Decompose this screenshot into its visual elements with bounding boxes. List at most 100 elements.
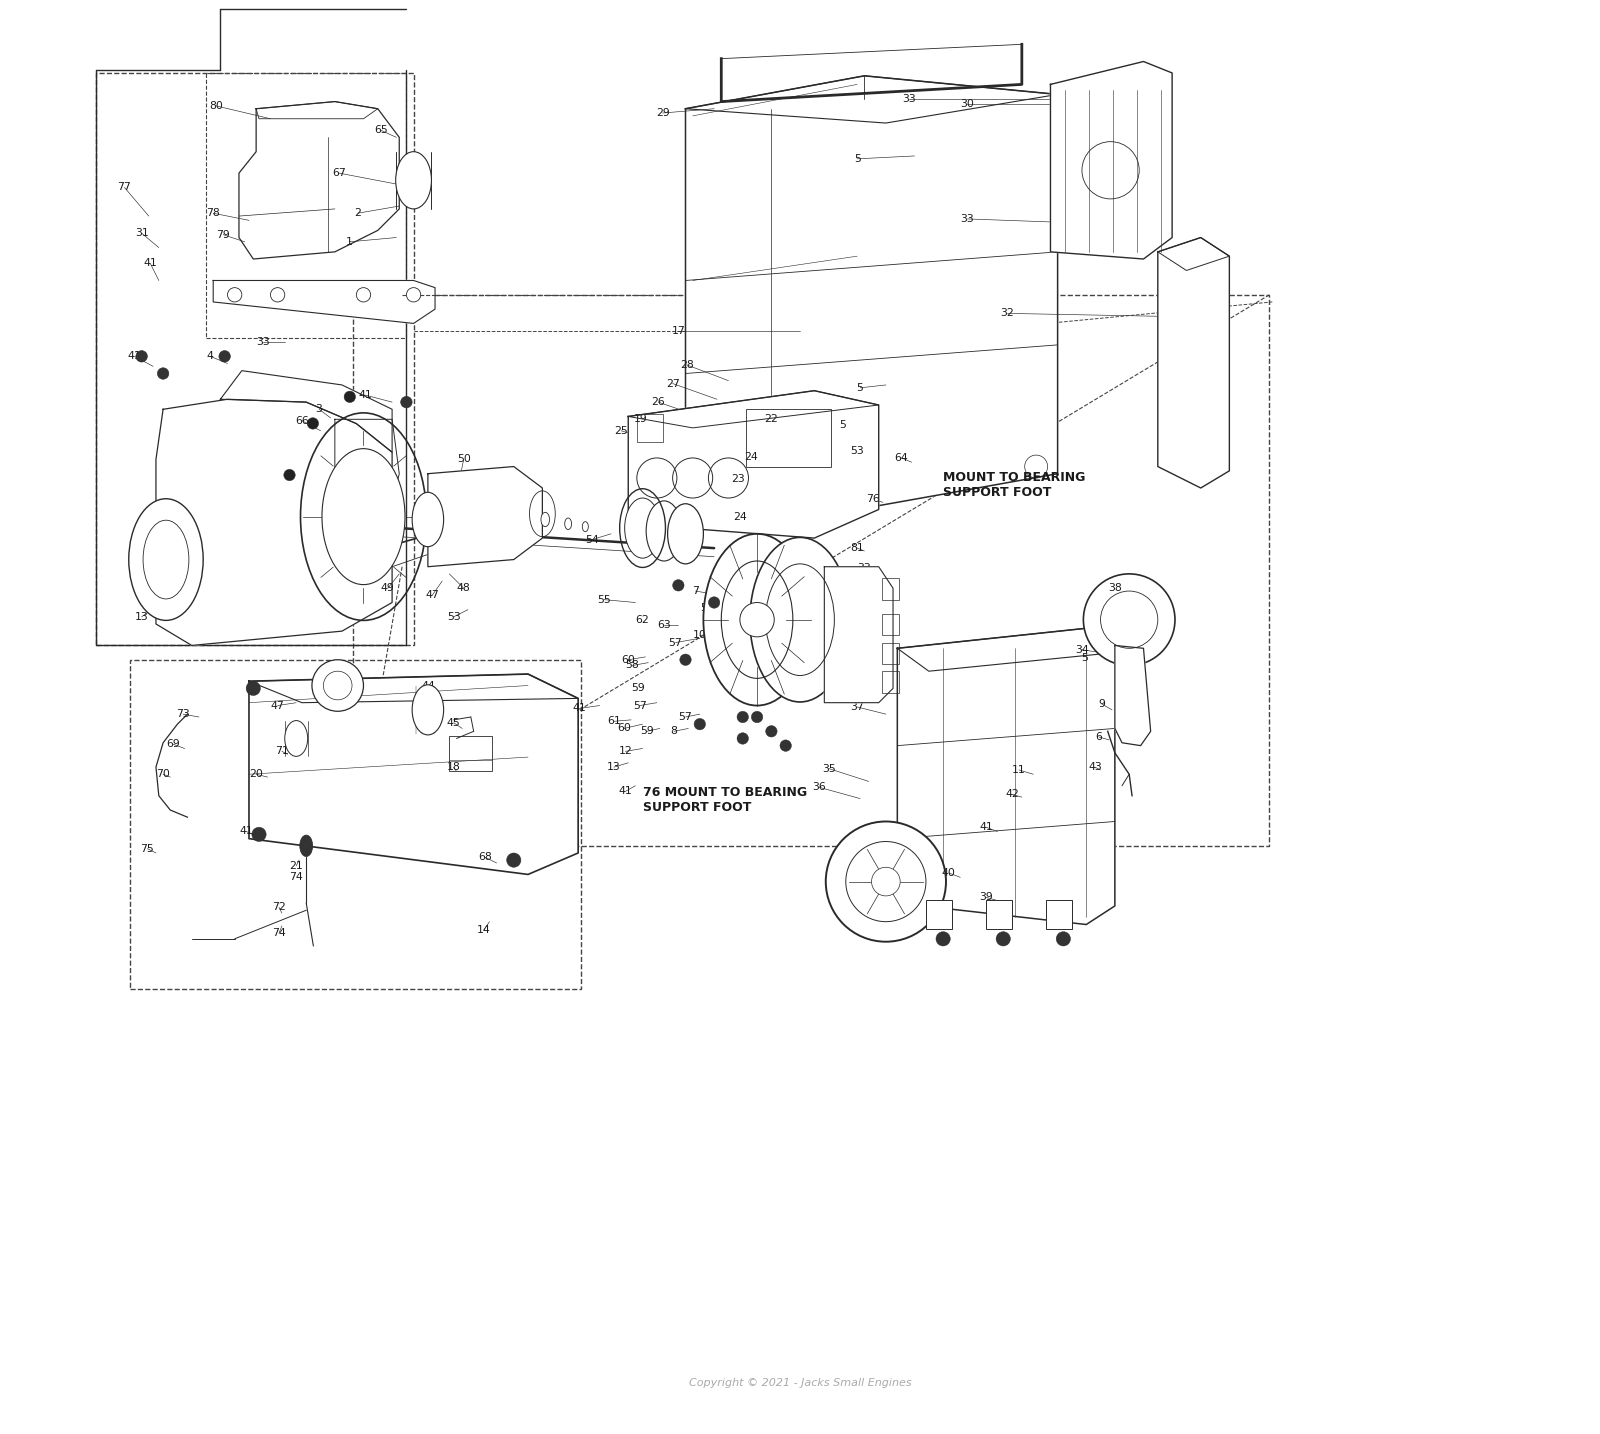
Circle shape xyxy=(739,602,774,637)
Text: 16: 16 xyxy=(285,728,299,739)
Text: 50: 50 xyxy=(456,455,470,465)
Text: 59: 59 xyxy=(632,684,645,694)
Text: 65: 65 xyxy=(374,125,387,135)
Bar xyxy=(882,642,899,664)
Bar xyxy=(637,413,662,442)
Bar xyxy=(450,736,493,771)
Text: 57: 57 xyxy=(678,713,693,721)
Ellipse shape xyxy=(299,835,312,856)
Text: 59: 59 xyxy=(640,726,654,736)
Text: 57: 57 xyxy=(634,701,646,711)
Polygon shape xyxy=(250,674,578,875)
Polygon shape xyxy=(213,281,435,324)
Text: 8: 8 xyxy=(670,726,677,736)
Circle shape xyxy=(307,417,318,429)
Circle shape xyxy=(1083,574,1174,665)
Text: 44: 44 xyxy=(421,681,435,691)
Text: 81: 81 xyxy=(850,543,864,554)
Text: 4: 4 xyxy=(206,351,214,361)
Text: 41: 41 xyxy=(573,704,587,713)
Polygon shape xyxy=(685,76,1058,509)
Ellipse shape xyxy=(541,512,549,526)
Text: 51: 51 xyxy=(470,469,485,479)
Text: 38: 38 xyxy=(1107,584,1122,594)
Text: 2: 2 xyxy=(354,208,362,218)
Bar xyxy=(882,614,899,635)
Circle shape xyxy=(400,396,413,407)
Text: 24: 24 xyxy=(733,512,747,522)
Text: 21: 21 xyxy=(290,860,302,870)
Circle shape xyxy=(872,868,901,896)
Text: 49: 49 xyxy=(381,584,395,594)
Circle shape xyxy=(680,654,691,665)
Text: 41: 41 xyxy=(240,826,253,836)
Circle shape xyxy=(283,469,296,480)
Polygon shape xyxy=(898,628,1115,671)
Bar xyxy=(926,901,952,929)
Circle shape xyxy=(406,288,421,303)
Circle shape xyxy=(738,711,749,723)
Text: 5: 5 xyxy=(854,153,861,163)
Bar xyxy=(206,73,406,338)
Text: 27: 27 xyxy=(666,379,680,389)
Text: 36: 36 xyxy=(811,782,826,792)
Text: 76 MOUNT TO BEARING
SUPPORT FOOT: 76 MOUNT TO BEARING SUPPORT FOOT xyxy=(643,786,806,815)
Text: 40: 40 xyxy=(942,868,955,878)
Text: 20: 20 xyxy=(507,515,520,525)
Text: 80: 80 xyxy=(210,100,222,110)
Text: 67: 67 xyxy=(333,168,346,178)
Text: 63: 63 xyxy=(658,621,670,631)
Text: 34: 34 xyxy=(1075,645,1090,655)
Ellipse shape xyxy=(582,522,589,532)
Text: JACKS
SMALL ENGINES: JACKS SMALL ENGINES xyxy=(712,635,826,664)
Text: 39: 39 xyxy=(979,892,994,902)
Text: 41: 41 xyxy=(358,390,371,400)
Text: 33: 33 xyxy=(858,564,872,574)
Ellipse shape xyxy=(128,499,203,621)
Circle shape xyxy=(709,597,720,608)
Text: 53: 53 xyxy=(850,446,864,456)
Circle shape xyxy=(507,853,522,868)
Ellipse shape xyxy=(704,533,811,706)
Text: 45: 45 xyxy=(446,718,461,727)
Text: 48: 48 xyxy=(456,584,470,594)
Text: 66: 66 xyxy=(294,416,309,426)
Circle shape xyxy=(157,367,170,379)
Text: 18: 18 xyxy=(446,761,461,771)
Text: 7: 7 xyxy=(693,587,699,597)
Text: 68: 68 xyxy=(478,852,493,862)
Ellipse shape xyxy=(333,465,394,568)
Text: 48: 48 xyxy=(528,531,542,541)
Text: 41: 41 xyxy=(144,258,157,268)
Text: 57: 57 xyxy=(701,604,714,614)
Text: 13: 13 xyxy=(606,761,621,771)
Ellipse shape xyxy=(395,152,432,209)
Text: 14: 14 xyxy=(477,925,491,935)
Ellipse shape xyxy=(667,503,704,564)
Polygon shape xyxy=(629,390,878,538)
Circle shape xyxy=(219,350,230,361)
Bar xyxy=(1046,901,1072,929)
Text: 25: 25 xyxy=(614,426,627,436)
Ellipse shape xyxy=(413,685,443,734)
Text: 13: 13 xyxy=(134,612,149,622)
Circle shape xyxy=(136,350,147,361)
Text: 46: 46 xyxy=(363,493,378,503)
Text: 28: 28 xyxy=(680,360,694,370)
Polygon shape xyxy=(238,102,400,260)
Text: 32: 32 xyxy=(1000,308,1014,318)
Text: 69: 69 xyxy=(166,739,179,749)
Polygon shape xyxy=(685,76,1058,123)
Ellipse shape xyxy=(565,518,571,529)
Text: 77: 77 xyxy=(117,182,131,192)
Circle shape xyxy=(826,822,946,942)
Text: 29: 29 xyxy=(656,108,669,118)
Text: 19: 19 xyxy=(634,414,648,424)
Circle shape xyxy=(270,288,285,303)
Text: 11: 11 xyxy=(1013,764,1026,774)
Bar xyxy=(882,671,899,693)
Text: 70: 70 xyxy=(157,769,170,779)
Text: MOUNT TO BEARING
SUPPORT FOOT: MOUNT TO BEARING SUPPORT FOOT xyxy=(942,472,1085,499)
Text: 47: 47 xyxy=(270,701,285,711)
Circle shape xyxy=(672,579,685,591)
